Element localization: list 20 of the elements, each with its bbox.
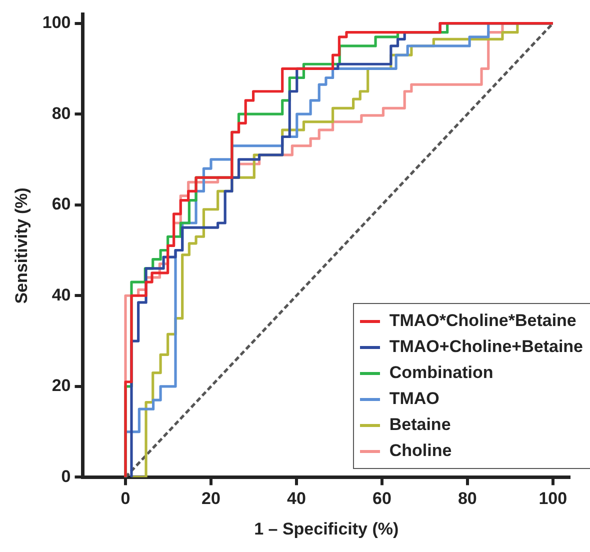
- legend-label: Betaine: [389, 415, 451, 436]
- y-tick-label: 60: [52, 194, 71, 214]
- legend-label: Choline: [389, 441, 452, 462]
- x-tick-label: 100: [538, 489, 568, 508]
- y-tick-label: 100: [42, 12, 71, 32]
- legend-label: TMAO: [389, 389, 440, 410]
- x-tick-label: 40: [287, 489, 306, 508]
- x-tick-label: 60: [372, 489, 392, 508]
- legend-label: TMAO*Choline*Betaine: [389, 311, 576, 332]
- legend-label: Combination: [389, 363, 494, 384]
- x-tick-label: 20: [202, 489, 220, 508]
- y-tick-label: 80: [52, 104, 71, 123]
- x-axis-title: 1 – Specificity (%): [254, 519, 399, 538]
- y-tick-label: 0: [61, 466, 71, 486]
- y-tick-label: 20: [52, 376, 71, 396]
- x-tick-label: 0: [120, 489, 130, 508]
- y-axis-title: Sensitivity (%): [12, 188, 31, 304]
- legend-label: TMAO+Choline+Betaine: [389, 337, 583, 358]
- x-tick-label: 80: [458, 489, 477, 508]
- y-tick-label: 40: [52, 285, 71, 304]
